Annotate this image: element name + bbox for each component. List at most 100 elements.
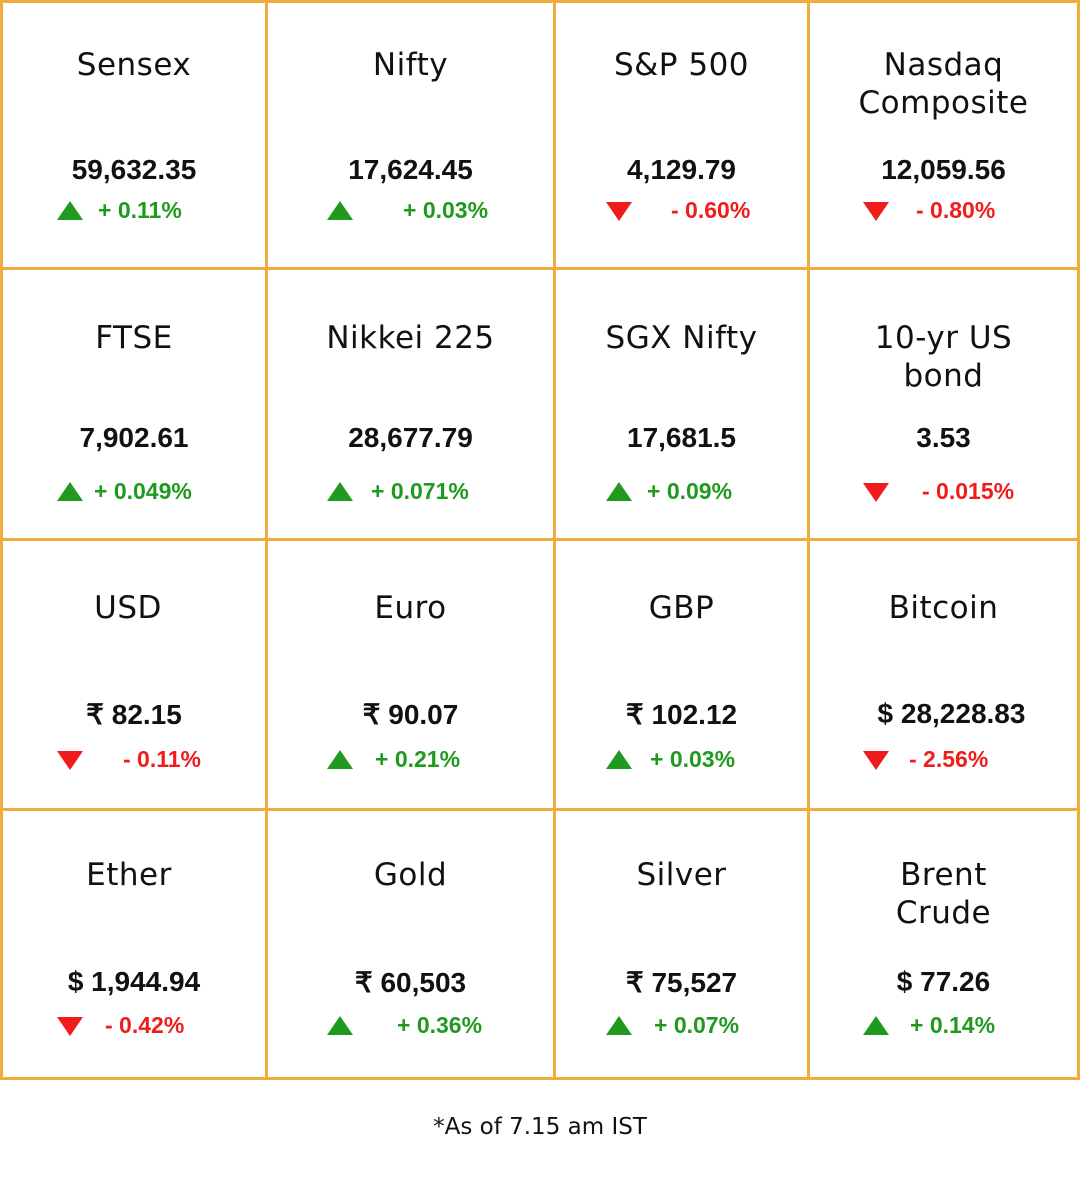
change-row: - 0.60% [556,195,807,225]
change-row: + 0.071% [268,476,553,506]
instrument-value: $ 28,228.83 [877,698,1026,729]
instrument-name: Nasdaq Composite [858,47,1029,121]
percent-change: - 0.11% [123,746,201,772]
percent-change: - 0.015% [922,478,1015,504]
market-cell-nikkei: Nikkei 225 28,677.79 + 0.071% [268,270,553,538]
change-row: + 0.03% [556,744,807,774]
percent-change: + 0.14% [910,1012,996,1038]
instrument-name: Sensex [76,47,192,83]
grid-row-divider-3 [0,808,1080,811]
market-cell-nifty: Nifty 17,624.45 + 0.03% [268,3,553,267]
grid-row-divider-1 [0,267,1080,270]
change-row: + 0.03% [268,195,553,225]
up-triangle-icon [606,1016,632,1035]
instrument-name: Ether [86,857,172,893]
instrument-value: ₹ 75,527 [625,967,738,998]
instrument-name: Gold [373,857,448,893]
instrument-value: 12,059.56 [881,154,1006,185]
percent-change: + 0.071% [371,478,469,504]
instrument-value: 3.53 [916,422,971,453]
change-row: + 0.07% [556,1010,807,1040]
percent-change: + 0.03% [650,746,736,772]
instrument-value: $ 1,944.94 [67,966,201,997]
down-triangle-icon [57,1017,83,1036]
instrument-name: Bitcoin [888,590,999,626]
change-row: + 0.36% [268,1010,553,1040]
instrument-name: USD [94,590,162,626]
instrument-name: Nifty [372,47,449,83]
change-row: - 0.11% [3,744,265,774]
up-triangle-icon [327,1016,353,1035]
instrument-name: FTSE [95,320,173,356]
change-row: - 2.56% [810,744,1077,774]
change-row: + 0.11% [3,195,265,225]
grid-row-divider-2 [0,538,1080,541]
market-cell-10yr-us-bond: 10-yr US bond 3.53 - 0.015% [810,270,1077,538]
grid-border-top [0,0,1080,3]
market-cell-brent-crude: Brent Crude $ 77.26 + 0.14% [810,811,1077,1077]
up-triangle-icon [327,201,353,220]
percent-change: + 0.049% [94,478,192,504]
instrument-name: GBP [648,590,715,626]
down-triangle-icon [57,751,83,770]
up-triangle-icon [863,1016,889,1035]
up-triangle-icon [57,201,83,220]
percent-change: - 0.42% [105,1012,185,1038]
percent-change: - 0.80% [916,197,996,223]
up-triangle-icon [327,750,353,769]
market-cell-sgx-nifty: SGX Nifty 17,681.5 + 0.09% [556,270,807,538]
percent-change: - 2.56% [909,746,989,772]
change-row: + 0.09% [556,476,807,506]
market-cell-gbp: GBP ₹ 102.12 + 0.03% [556,541,807,808]
market-cell-ftse: FTSE 7,902.61 + 0.049% [3,270,265,538]
market-cell-bitcoin: Bitcoin $ 28,228.83 - 2.56% [810,541,1077,808]
instrument-name: S&P 500 [613,47,750,83]
instrument-value: $ 77.26 [896,966,991,997]
market-cell-usd: USD ₹ 82.15 - 0.11% [3,541,265,808]
instrument-value: ₹ 60,503 [354,967,467,998]
change-row: + 0.049% [3,476,265,506]
change-row: - 0.42% [3,1010,265,1040]
instrument-value: 59,632.35 [71,154,197,185]
instrument-value: 4,129.79 [627,154,736,185]
grid-border-bottom [0,1077,1080,1080]
instrument-value: 28,677.79 [348,422,473,453]
change-row: + 0.21% [268,744,553,774]
down-triangle-icon [863,202,889,221]
instrument-value: 7,902.61 [79,422,189,453]
change-row: + 0.14% [810,1010,1077,1040]
percent-change: + 0.03% [403,197,489,223]
instrument-name: SGX Nifty [605,320,758,356]
market-cell-nasdaq: Nasdaq Composite 12,059.56 - 0.80% [810,3,1077,267]
market-cell-sp500: S&P 500 4,129.79 - 0.60% [556,3,807,267]
market-cell-gold: Gold ₹ 60,503 + 0.36% [268,811,553,1077]
instrument-name: Euro [374,590,447,626]
up-triangle-icon [327,482,353,501]
market-cell-ether: Ether $ 1,944.94 - 0.42% [3,811,265,1077]
instrument-value: ₹ 82.15 [86,699,182,730]
instrument-name: Brent Crude [895,857,992,931]
down-triangle-icon [606,202,632,221]
percent-change: - 0.60% [671,197,751,223]
instrument-name: 10-yr US bond [874,320,1013,394]
percent-change: + 0.11% [98,197,182,223]
percent-change: + 0.07% [654,1012,740,1038]
market-cell-euro: Euro ₹ 90.07 + 0.21% [268,541,553,808]
change-row: - 0.80% [810,195,1077,225]
percent-change: + 0.21% [375,746,461,772]
up-triangle-icon [57,482,83,501]
instrument-name: Silver [636,857,727,893]
market-cell-sensex: Sensex 59,632.35 + 0.11% [3,3,265,267]
percent-change: + 0.09% [647,478,733,504]
up-triangle-icon [606,482,632,501]
percent-change: + 0.36% [397,1012,483,1038]
instrument-value: 17,681.5 [627,422,736,453]
instrument-value: 17,624.45 [348,154,473,185]
down-triangle-icon [863,483,889,502]
down-triangle-icon [863,751,889,770]
change-row: - 0.015% [810,476,1077,506]
instrument-value: ₹ 90.07 [362,699,459,730]
instrument-name: Nikkei 225 [326,320,495,356]
market-cell-silver: Silver ₹ 75,527 + 0.07% [556,811,807,1077]
instrument-value: ₹ 102.12 [625,699,738,730]
